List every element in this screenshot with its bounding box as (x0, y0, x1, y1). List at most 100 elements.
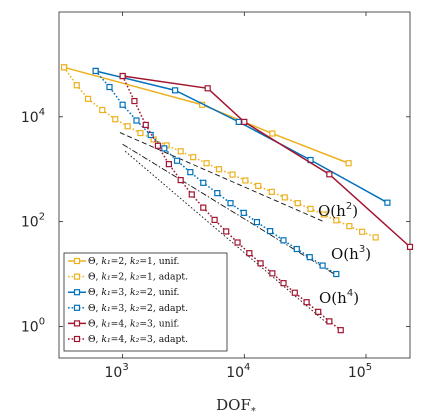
legend-entry: Θ, k₁=2, k₂=1, unif. (68, 256, 180, 267)
x-tick-label: 103 (105, 362, 129, 381)
data-point (154, 142, 162, 149)
legend-swatch-marker (73, 320, 81, 327)
data-point (214, 190, 221, 197)
data-point (188, 191, 195, 198)
data-point (142, 121, 149, 129)
series-6 (119, 72, 344, 334)
legend-swatch-marker (73, 304, 81, 311)
data-point (215, 166, 223, 173)
data-point (280, 280, 287, 287)
data-point (326, 318, 333, 325)
data-point (315, 308, 322, 315)
data-point (294, 200, 301, 207)
legend-label: Θ, k₁=3, k₂=2, unif. (88, 287, 180, 298)
y-tick-label: 100 (21, 316, 45, 335)
data-point (303, 299, 310, 306)
data-point (319, 262, 326, 269)
data-point (346, 223, 353, 230)
data-point (173, 157, 181, 164)
reference-line (122, 143, 335, 275)
legend-swatch-marker (73, 289, 81, 296)
data-point (223, 228, 230, 235)
data-point (211, 216, 218, 223)
legend-swatch-marker (73, 335, 81, 343)
data-point (306, 254, 313, 261)
data-point (187, 169, 194, 176)
data-point (99, 106, 106, 114)
data-point (177, 177, 184, 184)
legend-label: Θ, k₁=4, k₂=3, unif. (88, 318, 180, 329)
rate-labels: O(h2) O(h3) O(h4) (318, 201, 371, 307)
data-point (106, 83, 113, 91)
legend-swatch-marker (73, 257, 81, 265)
data-point (165, 161, 172, 168)
data-point (235, 118, 242, 125)
data-point (253, 218, 261, 226)
data-point (291, 289, 298, 296)
legend-entry: Θ, k₁=2, k₂=1, adapt. (68, 272, 188, 283)
data-point (242, 177, 249, 184)
data-point (147, 131, 154, 139)
data-point (172, 87, 179, 94)
series-group (60, 64, 414, 334)
legend-entry: Θ, k₁=4, k₂=3, unif. (68, 318, 180, 329)
data-point (241, 118, 248, 125)
x-tick-label: 104 (226, 362, 250, 381)
data-point (326, 171, 333, 178)
legend-entry: Θ, k₁=3, k₂=2, unif. (68, 287, 180, 298)
data-point (131, 97, 138, 105)
data-point (137, 129, 144, 137)
legend-label: Θ, k₁=3, k₂=2, adapt. (88, 303, 188, 314)
data-point (267, 227, 274, 235)
data-point (359, 228, 366, 235)
data-point (246, 250, 253, 257)
data-point (268, 188, 275, 195)
data-point (200, 204, 207, 211)
rate-label: O(h4) (319, 288, 359, 307)
data-point (112, 116, 119, 123)
legend-box (63, 252, 228, 352)
rate-label: O(h2) (318, 201, 358, 220)
data-point (190, 154, 197, 161)
data-point (124, 123, 131, 130)
data-point (229, 171, 236, 178)
data-point (406, 243, 414, 250)
data-point (161, 145, 168, 152)
legend-swatch-marker (73, 273, 81, 280)
data-point (84, 95, 92, 102)
legend: Θ, k₁=2, k₂=1, unif. Θ, k₁=2, k₂=1, adapt… (63, 252, 228, 352)
rate-label: O(h3) (331, 244, 371, 263)
x-tick-label: 105 (348, 362, 372, 381)
legend-entry: Θ, k₁=3, k₂=2, adapt. (68, 303, 188, 314)
data-point (234, 239, 241, 246)
y-tick-label: 104 (21, 107, 45, 126)
data-point (333, 217, 340, 224)
axes: 103 104 105 100 102 104 (21, 12, 410, 381)
series-2 (60, 64, 379, 241)
data-point (60, 64, 68, 71)
data-point (177, 148, 184, 155)
data-point (307, 205, 314, 212)
data-point (133, 117, 140, 124)
data-point (257, 260, 264, 267)
data-point (269, 270, 276, 277)
series-4 (92, 67, 340, 278)
legend-label: Θ, k₁=2, k₂=1, unif. (88, 256, 180, 267)
data-point (203, 160, 210, 167)
data-point (240, 209, 247, 216)
data-point (119, 101, 126, 108)
data-point (92, 67, 99, 75)
data-point (204, 85, 211, 92)
legend-label: Θ, k₁=2, k₂=1, adapt. (88, 272, 188, 283)
data-point (119, 72, 126, 80)
data-point (281, 194, 288, 201)
data-point (345, 160, 352, 167)
data-point (269, 130, 276, 137)
data-point (293, 245, 300, 253)
reference-line (119, 132, 324, 223)
data-point (255, 182, 262, 190)
data-point (227, 200, 234, 207)
legend-label: Θ, k₁=4, k₂=3, adapt. (88, 334, 188, 345)
data-point (320, 211, 327, 218)
